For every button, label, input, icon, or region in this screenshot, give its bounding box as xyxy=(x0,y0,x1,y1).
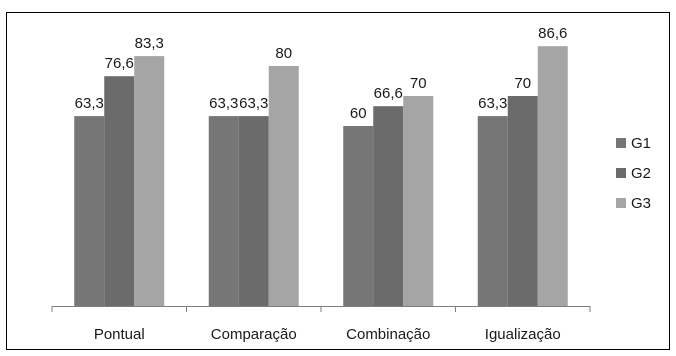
value-label-g3-4: 86,6 xyxy=(538,25,567,42)
value-label-g1-2: 63,3 xyxy=(209,95,238,112)
legend-swatch-g1 xyxy=(616,138,626,148)
legend-swatch-g3 xyxy=(616,198,626,208)
value-label-g2-2: 63,3 xyxy=(239,95,268,112)
bars-layer xyxy=(74,46,568,306)
bar-g3-1 xyxy=(134,56,165,306)
legend-label-g3: G3 xyxy=(631,195,651,212)
bar-g3-2 xyxy=(268,66,299,306)
bar-g1-1 xyxy=(74,116,105,306)
value-label-g1-4: 63,3 xyxy=(478,95,507,112)
bar-g1-4 xyxy=(477,116,508,306)
bar-g2-4 xyxy=(507,96,538,306)
value-label-g1-3: 60 xyxy=(350,105,367,122)
bar-g3-4 xyxy=(537,46,568,306)
bar-g2-3 xyxy=(373,106,404,306)
x-tick-labels-layer: Pontual Comparação Combinação Igualização xyxy=(94,326,561,343)
value-label-g2-1: 76,6 xyxy=(105,55,134,72)
bar-g2-1 xyxy=(104,76,135,306)
legend-label-g1: G1 xyxy=(631,135,651,152)
x-tick-label: Igualização xyxy=(485,326,561,343)
value-label-g3-2: 80 xyxy=(275,45,292,62)
x-tick-label: Combinação xyxy=(346,326,430,343)
x-tick-label: Pontual xyxy=(94,326,145,343)
value-label-g2-4: 70 xyxy=(514,75,531,92)
value-label-g2-3: 66,6 xyxy=(374,85,403,102)
x-tick-label: Comparação xyxy=(211,326,297,343)
value-label-g3-1: 83,3 xyxy=(135,35,164,52)
value-label-g3-3: 70 xyxy=(410,75,427,92)
value-label-g1-1: 63,3 xyxy=(75,95,104,112)
legend: G1 G2 G3 xyxy=(616,135,651,212)
bar-g2-2 xyxy=(238,116,269,306)
bar-g1-3 xyxy=(343,126,374,306)
bar-g3-3 xyxy=(403,96,434,306)
legend-swatch-g2 xyxy=(616,168,626,178)
legend-label-g2: G2 xyxy=(631,165,651,182)
bar-g1-2 xyxy=(208,116,239,306)
x-axis xyxy=(51,306,591,312)
